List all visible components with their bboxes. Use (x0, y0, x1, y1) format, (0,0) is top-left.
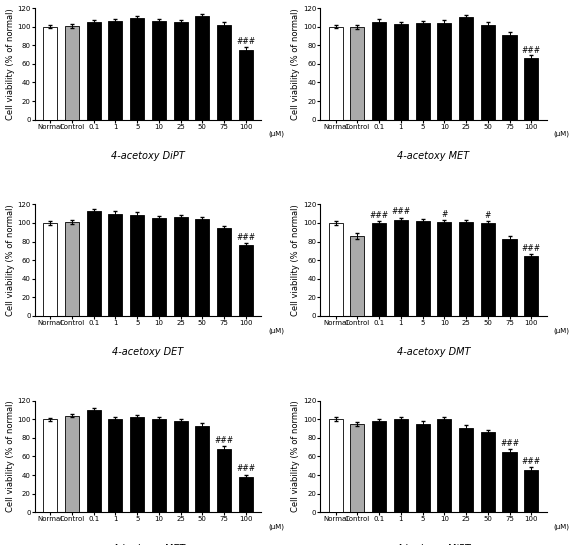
Bar (174, 421, 187, 512)
Bar (174, 217, 187, 316)
Bar (328, 27, 343, 120)
Text: 4-hydroxy-MiPT: 4-hydroxy-MiPT (396, 543, 471, 545)
Bar (152, 219, 166, 316)
Bar (87, 22, 101, 120)
Bar (108, 21, 122, 120)
Y-axis label: Cell viability (% of normal): Cell viability (% of normal) (291, 204, 300, 316)
Bar (394, 220, 408, 316)
Bar (239, 50, 253, 120)
Bar (196, 219, 209, 316)
Text: (μM): (μM) (268, 327, 284, 334)
Text: 4-hydroxy MET: 4-hydroxy MET (112, 543, 185, 545)
Bar (524, 469, 538, 512)
Text: (μM): (μM) (554, 523, 569, 530)
Bar (130, 417, 144, 512)
Bar (108, 214, 122, 316)
Bar (372, 22, 386, 120)
Bar (196, 426, 209, 512)
Bar (372, 223, 386, 316)
Bar (416, 23, 430, 120)
Y-axis label: Cell viability (% of normal): Cell viability (% of normal) (291, 401, 300, 512)
Bar (239, 245, 253, 316)
Bar (350, 424, 365, 512)
Bar (437, 23, 451, 120)
Bar (416, 424, 430, 512)
Y-axis label: Cell viability (% of normal): Cell viability (% of normal) (6, 401, 14, 512)
Bar (87, 211, 101, 316)
Bar (217, 228, 231, 316)
Bar (65, 26, 79, 120)
Text: 4-acetoxy DET: 4-acetoxy DET (113, 347, 183, 357)
Bar (394, 419, 408, 512)
Text: ###: ### (214, 437, 233, 445)
Bar (416, 221, 430, 316)
Bar (239, 477, 253, 512)
Text: #: # (485, 211, 491, 220)
Bar (350, 236, 365, 316)
Text: (μM): (μM) (554, 327, 569, 334)
Bar (43, 419, 58, 512)
Bar (130, 19, 144, 120)
Bar (459, 428, 473, 512)
Text: ###: ### (236, 464, 255, 473)
Bar (503, 452, 516, 512)
Bar (217, 449, 231, 512)
Bar (152, 21, 166, 120)
Bar (524, 58, 538, 120)
Bar (437, 222, 451, 316)
Bar (481, 25, 495, 120)
Bar (372, 421, 386, 512)
Text: (μM): (μM) (554, 131, 569, 137)
Bar (503, 239, 516, 316)
Bar (174, 22, 187, 120)
Text: ###: ### (522, 244, 541, 253)
Bar (65, 222, 79, 316)
Bar (108, 419, 122, 512)
Bar (196, 16, 209, 120)
Bar (217, 25, 231, 120)
Bar (43, 223, 58, 316)
Text: ###: ### (392, 208, 411, 216)
Bar (65, 416, 79, 512)
Bar (394, 24, 408, 120)
Text: #: # (441, 210, 447, 219)
Bar (481, 432, 495, 512)
Text: 4-acetoxy DiPT: 4-acetoxy DiPT (111, 151, 185, 161)
Bar (503, 35, 516, 120)
Text: ###: ### (236, 233, 255, 241)
Text: ###: ### (236, 37, 255, 46)
Bar (328, 419, 343, 512)
Text: ###: ### (500, 439, 519, 448)
Bar (459, 17, 473, 120)
Text: ###: ### (522, 457, 541, 466)
Text: (μM): (μM) (268, 131, 284, 137)
Text: (μM): (μM) (268, 523, 284, 530)
Y-axis label: Cell viability (% of normal): Cell viability (% of normal) (291, 8, 300, 120)
Y-axis label: Cell viability (% of normal): Cell viability (% of normal) (6, 204, 14, 316)
Bar (328, 223, 343, 316)
Bar (459, 222, 473, 316)
Bar (87, 410, 101, 512)
Bar (481, 223, 495, 316)
Bar (130, 215, 144, 316)
Bar (152, 419, 166, 512)
Text: 4-acetoxy MET: 4-acetoxy MET (397, 151, 470, 161)
Text: 4-acetoxy DMT: 4-acetoxy DMT (397, 347, 470, 357)
Text: ###: ### (522, 46, 541, 54)
Y-axis label: Cell viability (% of normal): Cell viability (% of normal) (6, 8, 14, 120)
Bar (437, 419, 451, 512)
Text: ###: ### (370, 211, 389, 220)
Bar (43, 27, 58, 120)
Bar (350, 27, 365, 120)
Bar (524, 257, 538, 316)
